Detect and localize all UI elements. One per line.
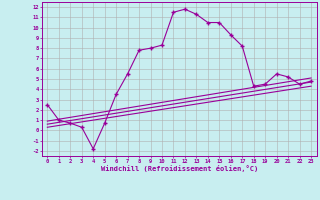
X-axis label: Windchill (Refroidissement éolien,°C): Windchill (Refroidissement éolien,°C) [100,165,258,172]
